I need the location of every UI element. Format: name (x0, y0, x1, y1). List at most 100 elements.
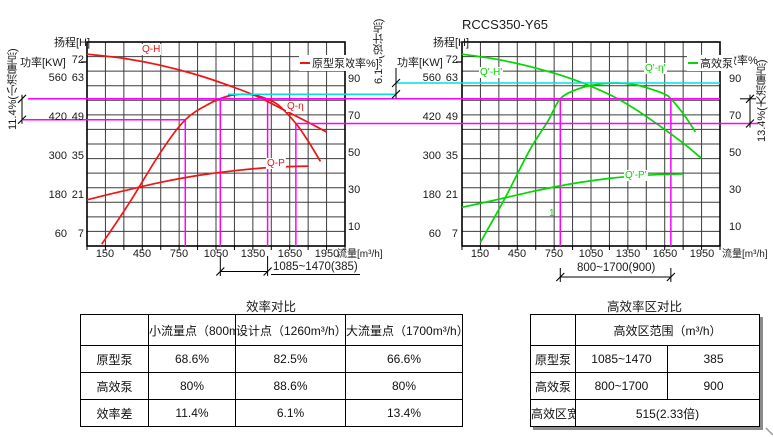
x-tick-label: 450 (507, 248, 527, 260)
right-head-axis-title: 扬程[H] (433, 37, 470, 49)
value-cell: 515(2.33倍) (574, 399, 761, 427)
large-flow-dim-label: 13.4%(大流量点) (756, 59, 768, 142)
left-legend: 原型泵 (299, 55, 346, 71)
left-band-annotation: 1085~1470(385) (271, 261, 360, 275)
left-legend-label: 原型泵 (312, 58, 345, 70)
original-pump-line-icon (300, 62, 310, 64)
power-tick-label: 560 (48, 72, 67, 84)
left-qeta-curve-label: Q-η (286, 101, 305, 112)
x-tick-label: 150 (95, 248, 115, 260)
head-power-row: 420 49 (38, 111, 84, 123)
head-power-row: 180 21 (38, 189, 84, 201)
power-tick-label: 560 (422, 72, 441, 84)
left-eff-axis-title: 效率%] (344, 55, 379, 71)
eff-tick-label: 10 (348, 221, 361, 233)
x-tick-label: 750 (169, 248, 189, 260)
x-tick-label: 1950 (689, 248, 715, 260)
table-row: 高效区宽 515(2.33倍) (530, 399, 761, 427)
table-header-row: 小流量点（800m³/h）设计点（1260m³/h）大流量点（1700m³/h） (80, 314, 463, 346)
head-power-row: 180 21 (412, 189, 458, 201)
table-row: 效率差 11.4% 6.1% 13.4% (80, 399, 463, 427)
curve-Q-η (101, 93, 322, 245)
right-chart-title: RCCS350-Y65 (462, 17, 548, 32)
dim-arrow (391, 89, 401, 99)
dim-arrow (745, 94, 755, 104)
dim-arrow (666, 272, 676, 282)
design-dim-label: 6.1%(设计点) (373, 18, 385, 84)
power-tick-label: 60 (428, 228, 441, 240)
dim-arrow (555, 272, 565, 282)
row-label: 高效区宽 (530, 399, 576, 427)
dim-arrow (17, 115, 27, 125)
head-power-row: 300 35 (412, 150, 458, 162)
column-header: 大流量点（1700m³/h） (345, 314, 463, 346)
right-legend-label: 高效泵 (700, 58, 733, 70)
head-tick-label: 63 (71, 72, 84, 84)
table-row: 高效泵 800~1700 900 (530, 372, 761, 400)
head-tick-label: 21 (71, 189, 84, 201)
curve-Q'-H' (461, 53, 703, 160)
value-cell: 13.4% (345, 399, 463, 427)
dim-arrow (263, 267, 272, 276)
x-tick-label: 1050 (578, 248, 604, 260)
high-eff-pump-line-icon (688, 62, 698, 64)
row-label: 原型泵 (80, 345, 149, 373)
eff-tick-label: 30 (729, 184, 742, 196)
table-header-row: 高效区范围（m³/h） (530, 314, 761, 346)
head-power-row: 300 35 (38, 150, 84, 162)
x-tick-label: 750 (544, 248, 564, 260)
left-head-axis-title: 扬程[H] (54, 37, 91, 49)
head-power-row: 560 63 (38, 72, 84, 84)
table-row: 原型泵 68.6% 82.5% 66.6% (80, 345, 463, 373)
x-tick-label: 1050 (203, 248, 229, 260)
value-cell: 66.6% (345, 345, 463, 373)
power-tick-label: 300 (48, 150, 67, 162)
x-tick-label: 1350 (240, 248, 266, 260)
x-tick-label: 1650 (277, 248, 303, 260)
head-tick-label: 35 (445, 150, 458, 162)
eff-tick-label: 10 (729, 221, 742, 233)
power-tick-label: 420 (422, 111, 441, 123)
right-power-axis-text: 功率[KW] (397, 57, 443, 69)
head-tick-label: 7 (451, 228, 458, 240)
head-power-row: 60 7 (412, 228, 458, 240)
column-header: 小流量点（800m³/h） (148, 314, 236, 346)
column-header (80, 314, 149, 346)
right-qp-curve-label: Q'-P' (624, 170, 648, 181)
table-row: 原型泵 1085~1470 385 (530, 345, 761, 373)
x-tick-label: 1350 (615, 248, 641, 260)
left-power-axis-text: 功率[KW] (20, 57, 66, 69)
column-header: 高效区范围（m³/h） (574, 314, 761, 346)
left-x-axis-title: 流量[m³/h] (337, 249, 383, 260)
right-head-top-tick: 72 (445, 54, 458, 66)
right-power-axis-title: 功率[KW] 72 (397, 54, 458, 70)
head-power-row: 420 49 (412, 111, 458, 123)
value-cell: 80% (345, 372, 463, 400)
value-cell: 6.1% (235, 399, 346, 427)
value-cell: 900 (666, 372, 761, 400)
head-tick-label: 35 (71, 150, 84, 162)
dim-arrow (215, 267, 225, 276)
right-qeta-curve-label: Q'-η' (644, 63, 667, 74)
row-label: 高效泵 (80, 372, 149, 400)
right-band-annotation: 800~1700(900) (577, 262, 656, 274)
row-label: 原型泵 (530, 345, 576, 373)
eff-tick-label: 90 (348, 73, 361, 85)
left-head-top-tick: 72 (71, 54, 84, 66)
head-tick-label: 63 (445, 72, 458, 84)
row-label: 效率差 (80, 399, 149, 427)
eff-tick-label: 70 (729, 110, 742, 122)
power-tick-label: 60 (54, 228, 67, 240)
value-cell: 82.5% (235, 345, 346, 373)
head-power-row: 560 63 (412, 72, 458, 84)
dim-arrow (17, 94, 27, 104)
right-qh-curve-label: Q'-H' (479, 67, 504, 78)
curve-Q-H (86, 53, 327, 133)
head-tick-label: 49 (445, 111, 458, 123)
column-header: 设计点（1260m³/h） (235, 314, 346, 346)
x-tick-label: 1650 (652, 248, 678, 260)
head-tick-label: 21 (445, 189, 458, 201)
curve-Q'-η' (479, 82, 697, 243)
